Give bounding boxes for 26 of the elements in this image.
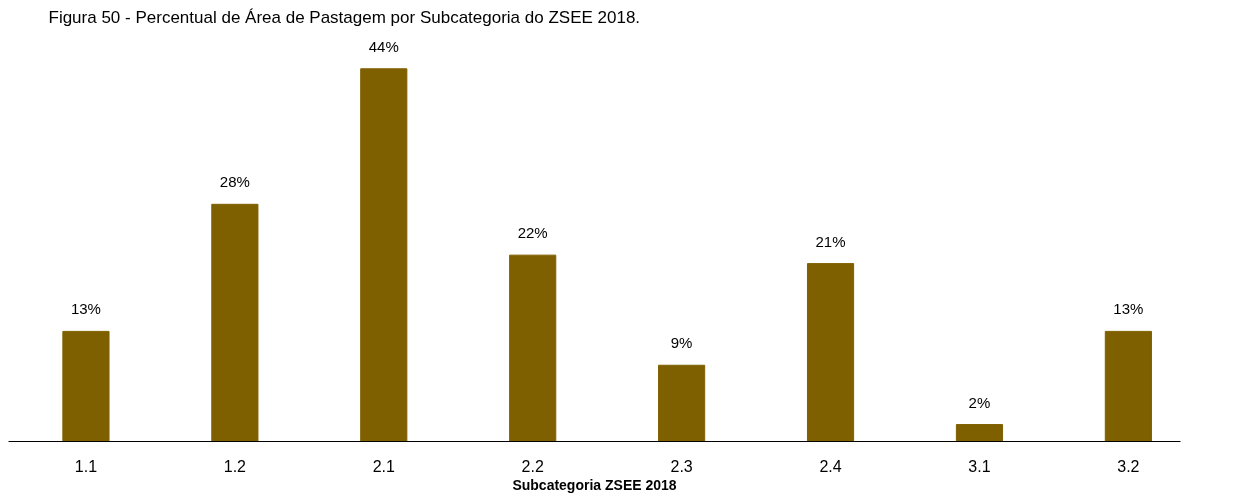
x-tick-label: 2.4 bbox=[819, 457, 842, 475]
data-label: 44% bbox=[368, 37, 399, 55]
bar bbox=[955, 424, 1004, 442]
x-axis-title: Subcategoria ZSEE 2018 bbox=[512, 476, 677, 493]
bar bbox=[360, 68, 408, 442]
bar bbox=[509, 254, 557, 442]
data-label: 13% bbox=[1113, 300, 1144, 318]
x-tick-label: 3.1 bbox=[968, 457, 991, 475]
x-tick-label: 2.1 bbox=[372, 457, 395, 475]
bar bbox=[658, 364, 706, 442]
x-tick-label: 1.2 bbox=[223, 457, 247, 475]
bar bbox=[806, 263, 855, 442]
x-tick-label: 2.2 bbox=[521, 457, 544, 475]
data-label: 21% bbox=[815, 232, 846, 250]
bar bbox=[211, 203, 259, 442]
data-label: 9% bbox=[670, 334, 693, 352]
x-tick-label: 2.3 bbox=[670, 457, 693, 475]
data-label: 22% bbox=[517, 224, 548, 242]
data-label: 28% bbox=[219, 173, 250, 191]
bar bbox=[1104, 330, 1152, 442]
bar bbox=[62, 330, 110, 442]
data-label: 13% bbox=[70, 300, 101, 318]
chart-title: Figura 50 - Percentual de Área de Pastagem por Subcategoria do ZSEE 2018. bbox=[48, 7, 641, 27]
data-label: 2% bbox=[968, 393, 991, 411]
x-tick-label: 3.2 bbox=[1117, 457, 1140, 475]
x-tick-label: 1.1 bbox=[74, 457, 98, 475]
